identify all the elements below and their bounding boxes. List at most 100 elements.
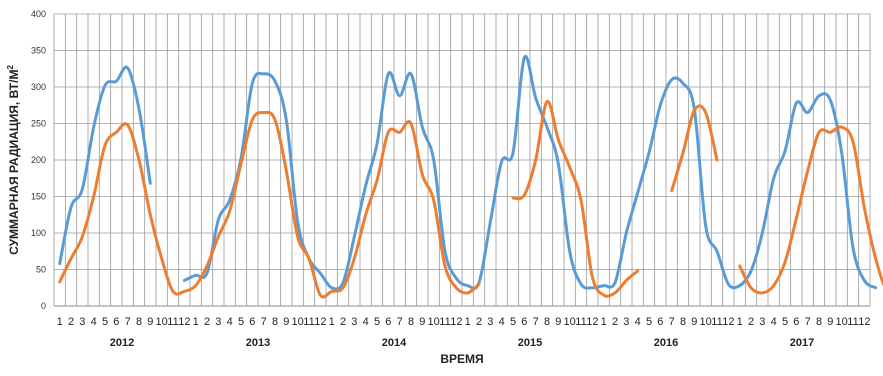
x-tick-label: 3 <box>79 316 85 328</box>
x-tick-label: 3 <box>215 316 221 328</box>
x-tick-label: 6 <box>113 316 119 328</box>
x-tick-label: 7 <box>533 316 539 328</box>
x-tick-label: 2 <box>612 316 618 328</box>
x-tick-label: 9 <box>827 316 833 328</box>
x-tick-label: 1 <box>465 316 471 328</box>
x-tick-label: 4 <box>499 316 505 328</box>
y-tick-label: 350 <box>31 46 46 56</box>
x-tick-label: 11 <box>575 316 586 328</box>
x-tick-label: 4 <box>771 316 777 328</box>
y-tick-label: 400 <box>31 9 46 19</box>
x-tick-label: 6 <box>657 316 663 328</box>
y-tick-label: 150 <box>31 192 46 202</box>
y-axis-title-superscript: 2 <box>6 65 15 70</box>
x-axis-year-labels: 2012 2013 2014 2015 2016 2017 <box>110 337 814 349</box>
x-tick-label: 4 <box>91 316 97 328</box>
x-tick-label: 7 <box>669 316 675 328</box>
x-tick-label: 8 <box>272 316 278 328</box>
y-tick-label: 0 <box>41 301 46 311</box>
x-tick-label: 2 <box>204 316 210 328</box>
x-tick-label: 11 <box>711 316 722 328</box>
x-tick-label: 5 <box>510 316 516 328</box>
x-axis-title: ВРЕМЯ <box>440 352 483 366</box>
x-tick-label: 8 <box>544 316 550 328</box>
x-tick-label: 7 <box>125 316 131 328</box>
x-tick-label: 11 <box>303 316 314 328</box>
x-tick-label: 7 <box>397 316 403 328</box>
series-line <box>58 110 481 299</box>
x-tick-label: 8 <box>136 316 142 328</box>
y-axis-title: СУММАРНАЯ РАДИАЦИЯ, ВТ/М2 <box>6 65 21 255</box>
grid <box>53 13 871 307</box>
y-tick-label: 50 <box>36 265 46 275</box>
x-tick-label: 12 <box>858 316 870 328</box>
x-tick-label: 10 <box>292 316 304 328</box>
x-tick-label: 9 <box>419 316 425 328</box>
series-line <box>738 125 883 295</box>
x-tick-label: 5 <box>374 316 380 328</box>
y-tick-label: 250 <box>31 119 46 129</box>
series-1 <box>58 54 878 291</box>
x-year-label: 2016 <box>654 337 678 349</box>
x-tick-label: 2 <box>476 316 482 328</box>
x-tick-label: 9 <box>691 316 697 328</box>
x-tick-label: 8 <box>816 316 822 328</box>
y-tick-label: 300 <box>31 82 46 92</box>
x-tick-label: 10 <box>836 316 848 328</box>
x-tick-label: 3 <box>487 316 493 328</box>
x-tick-label: 2 <box>748 316 754 328</box>
x-tick-label: 5 <box>646 316 652 328</box>
y-axis-ticks: 0 50 100 150 200 250 300 350 400 <box>31 9 46 311</box>
x-tick-label: 4 <box>363 316 369 328</box>
x-tick-label: 2 <box>340 316 346 328</box>
x-tick-label: 6 <box>521 316 527 328</box>
series-lines <box>58 54 883 299</box>
x-tick-label: 10 <box>700 316 712 328</box>
x-tick-label: 9 <box>555 316 561 328</box>
x-tick-label: 11 <box>847 316 858 328</box>
x-tick-label: 5 <box>102 316 108 328</box>
x-year-label: 2012 <box>110 337 134 349</box>
x-year-label: 2015 <box>518 337 542 349</box>
x-tick-label: 11 <box>439 316 450 328</box>
y-tick-label: 200 <box>31 155 46 165</box>
x-tick-label: 7 <box>805 316 811 328</box>
x-tick-label: 3 <box>759 316 765 328</box>
x-tick-label: 8 <box>680 316 686 328</box>
y-tick-label: 100 <box>31 228 46 238</box>
x-year-label: 2014 <box>382 337 407 349</box>
x-tick-label: 12 <box>586 316 598 328</box>
x-tick-label: 6 <box>385 316 391 328</box>
x-tick-label: 4 <box>227 316 233 328</box>
x-tick-label: 1 <box>193 316 199 328</box>
x-tick-label: 9 <box>283 316 289 328</box>
x-tick-label: 1 <box>57 316 63 328</box>
x-tick-label: 9 <box>147 316 153 328</box>
x-tick-label: 1 <box>601 316 607 328</box>
x-axis-month-ticks: 1 2 3 4 5 6 7 8 9 10 11 12 1 2 3 4 5 6 7 8 9 10 11 12 1 2 3 4 5 6 7 8 9 1… <box>57 316 871 328</box>
x-tick-label: 6 <box>249 316 255 328</box>
x-tick-label: 12 <box>450 316 462 328</box>
x-tick-label: 8 <box>408 316 414 328</box>
x-tick-label: 6 <box>793 316 799 328</box>
series-line <box>58 65 152 266</box>
x-tick-label: 12 <box>722 316 734 328</box>
x-tick-label: 7 <box>261 316 267 328</box>
x-tick-label: 10 <box>156 316 168 328</box>
x-tick-label: 10 <box>564 316 576 328</box>
x-tick-label: 11 <box>167 316 178 328</box>
y-axis-title-text: СУММАРНАЯ РАДИАЦИЯ, ВТ/М <box>7 70 21 255</box>
x-tick-label: 12 <box>178 316 190 328</box>
x-tick-label: 1 <box>329 316 335 328</box>
x-tick-label: 5 <box>782 316 788 328</box>
x-tick-label: 3 <box>351 316 357 328</box>
x-tick-label: 10 <box>428 316 440 328</box>
x-tick-label: 5 <box>238 316 244 328</box>
x-year-label: 2013 <box>246 337 270 349</box>
x-tick-label: 4 <box>635 316 641 328</box>
x-tick-label: 2 <box>68 316 74 328</box>
series-line <box>670 104 719 193</box>
x-tick-label: 3 <box>623 316 629 328</box>
